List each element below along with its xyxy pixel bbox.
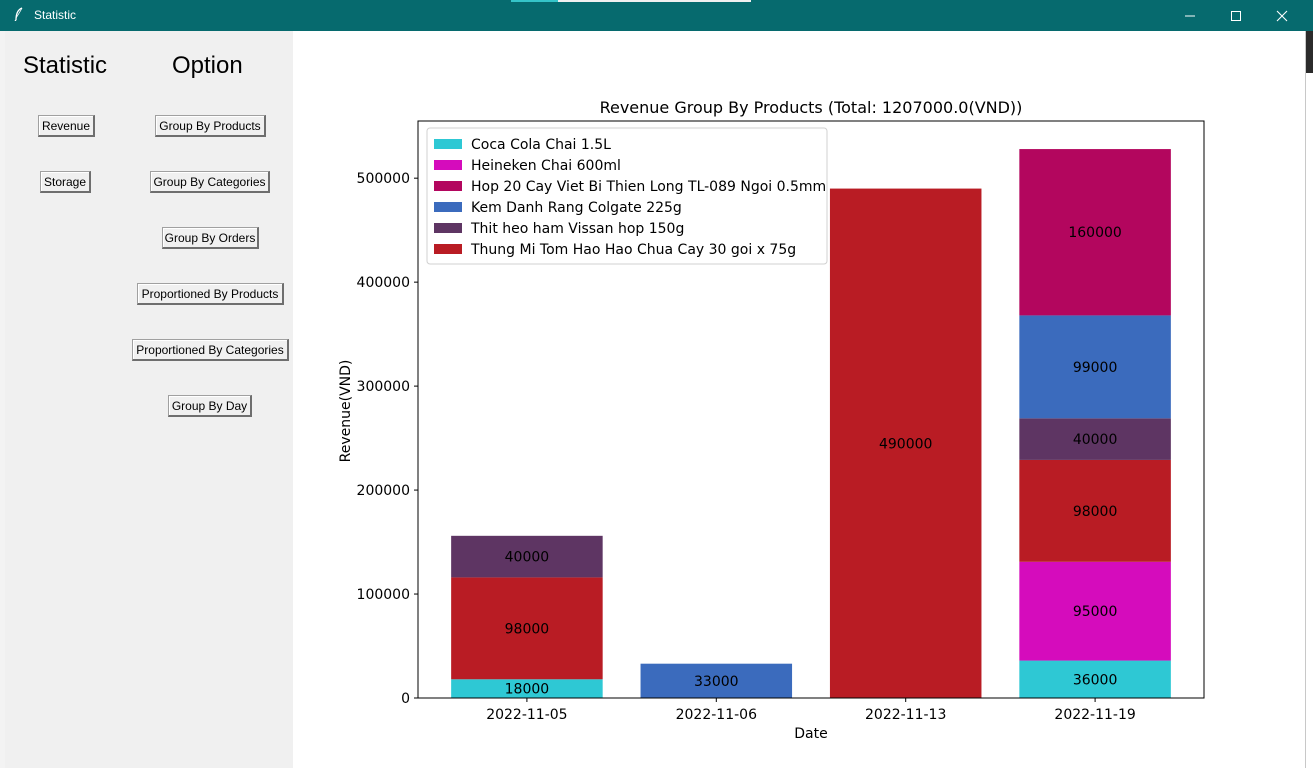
bar-segment — [829, 188, 982, 698]
desktop-background-left — [0, 31, 5, 768]
minimize-button[interactable] — [1167, 0, 1213, 31]
bar-value-label: 33000 — [694, 674, 739, 690]
bar-segment — [640, 663, 793, 698]
revenue-button[interactable]: Revenue — [38, 115, 95, 137]
taskbar-highlight — [511, 0, 558, 2]
bar-segment — [451, 535, 603, 578]
bar-value-label: 95000 — [1073, 604, 1118, 620]
window-title: Statistic — [34, 8, 77, 22]
group-by-day-button[interactable]: Group By Day — [168, 395, 252, 417]
bar-segment — [1019, 660, 1171, 698]
bar-value-label: 160000 — [1068, 225, 1121, 241]
minimize-icon — [1185, 15, 1195, 16]
revenue-chart: Revenue Group By Products (Total: 120700… — [338, 98, 1205, 742]
bar-value-label: 490000 — [879, 436, 932, 452]
bar-value-label: 98000 — [1073, 504, 1118, 520]
window-titlebar[interactable]: Statistic — [0, 0, 1313, 31]
storage-button[interactable]: Storage — [40, 171, 91, 193]
legend-label: Coca Cola Chai 1.5L — [471, 137, 611, 153]
bar-value-label: 36000 — [1073, 672, 1118, 688]
y-axis-label: Revenue(VND) — [338, 360, 354, 463]
y-tick-label: 200000 — [357, 483, 410, 499]
bar-value-label: 18000 — [505, 682, 550, 698]
bar-segment — [451, 577, 603, 680]
legend-swatch — [434, 223, 462, 233]
x-tick-label: 2022-11-13 — [865, 707, 946, 723]
maximize-icon — [1231, 10, 1241, 21]
chart-title: Revenue Group By Products (Total: 120700… — [600, 98, 1023, 117]
x-tick-label: 2022-11-06 — [676, 707, 757, 723]
chart-legend: Coca Cola Chai 1.5L Heineken Chai 600ml Ho… — [426, 127, 828, 265]
plot-frame — [417, 120, 1205, 699]
x-axis: 2022-11-05 2022-11-06 2022-11-13 2022-11-19 — [486, 698, 1136, 723]
window-right-border — [1305, 31, 1306, 768]
legend-box — [426, 127, 828, 265]
x-axis-label: Date — [794, 726, 827, 742]
legend-swatch — [434, 160, 462, 170]
bar-value-labels: 18000 98000 40000 33000 490000 36000 95000 9800… — [505, 225, 1122, 697]
proportioned-by-categories-button[interactable]: Proportioned By Categories — [132, 339, 289, 361]
legend-swatch — [434, 202, 462, 212]
sidebar-panel: Statistic Option Revenue Storage Group B… — [5, 31, 293, 768]
bar-value-label: 98000 — [505, 621, 550, 637]
bar-value-label: 99000 — [1073, 360, 1118, 376]
bar-stacks — [451, 149, 1171, 698]
y-tick-label: 300000 — [357, 379, 410, 395]
bar-segment — [451, 679, 603, 698]
y-axis: 0 100000 200000 300000 400000 500000 — [357, 171, 418, 707]
maximize-button[interactable] — [1213, 0, 1259, 31]
bar-segment — [1019, 459, 1171, 562]
bar-segment — [1019, 561, 1171, 661]
desktop-background-right — [1305, 31, 1313, 73]
bar-segment — [1019, 418, 1171, 460]
group-by-categories-button[interactable]: Group By Categories — [150, 171, 270, 193]
feather-icon — [14, 7, 28, 23]
statistic-heading: Statistic — [23, 52, 108, 79]
bar-segment — [1019, 149, 1171, 316]
legend-label: Thit heo ham Vissan hop 150g — [470, 221, 684, 237]
close-button[interactable] — [1259, 0, 1305, 31]
y-tick-label: 400000 — [357, 275, 410, 291]
option-heading: Option — [172, 52, 243, 79]
bar-value-label: 40000 — [1073, 432, 1118, 448]
legend-label: Thung Mi Tom Hao Hao Chua Cay 30 goi x 7… — [470, 242, 796, 258]
taskbar-highlight-bar — [558, 0, 751, 2]
close-icon — [1276, 10, 1288, 21]
group-by-products-button[interactable]: Group By Products — [155, 115, 266, 137]
bar-segment — [1019, 315, 1171, 419]
chart-canvas: Revenue Group By Products (Total: 120700… — [293, 31, 1305, 768]
legend-label: Heineken Chai 600ml — [471, 158, 621, 174]
bar-value-label: 40000 — [505, 550, 550, 566]
y-tick-label: 0 — [401, 691, 410, 707]
legend-swatch — [434, 244, 462, 254]
proportioned-by-products-button[interactable]: Proportioned By Products — [137, 283, 284, 305]
group-by-orders-button[interactable]: Group By Orders — [162, 227, 259, 249]
y-tick-label: 100000 — [357, 587, 410, 603]
y-tick-label: 500000 — [357, 171, 410, 187]
legend-swatch — [434, 181, 462, 191]
legend-label: Hop 20 Cay Viet Bi Thien Long TL-089 Ngo… — [471, 179, 826, 195]
x-tick-label: 2022-11-05 — [486, 707, 567, 723]
x-tick-label: 2022-11-19 — [1054, 707, 1135, 723]
legend-swatch — [434, 139, 462, 149]
legend-label: Kem Danh Rang Colgate 225g — [471, 200, 682, 216]
